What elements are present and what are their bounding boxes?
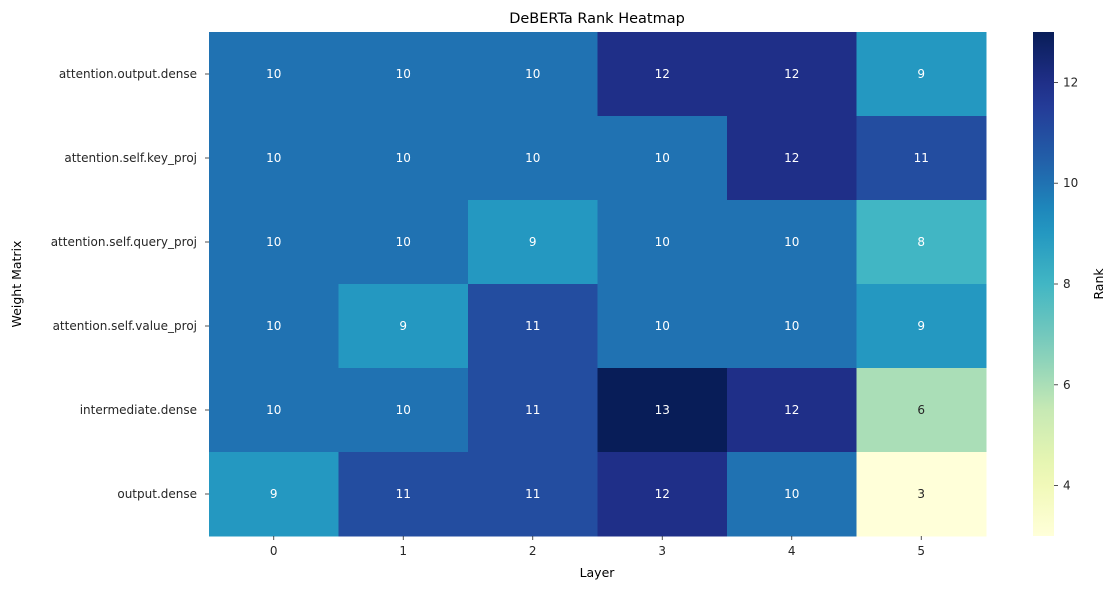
x-tick-label: 5 xyxy=(917,544,925,558)
heatmap-cell-value: 6 xyxy=(917,403,925,417)
colorbar-tick-label: 4 xyxy=(1063,479,1071,493)
heatmap-cell-value: 10 xyxy=(525,67,540,81)
heatmap-cell-value: 9 xyxy=(270,487,278,501)
heatmap-cell-value: 9 xyxy=(399,319,407,333)
heatmap-cell-value: 10 xyxy=(784,487,799,501)
colorbar xyxy=(1033,32,1054,536)
heatmap-cell-value: 10 xyxy=(396,403,411,417)
heatmap-cell-value: 12 xyxy=(784,403,799,417)
heatmap-cell-value: 9 xyxy=(529,235,537,249)
x-tick-label: 2 xyxy=(529,544,537,558)
y-tick-label: attention.self.query_proj xyxy=(51,235,197,249)
y-axis-label: Weight Matrix xyxy=(9,241,24,328)
x-tick-label: 0 xyxy=(270,544,278,558)
colorbar-label: Rank xyxy=(1091,268,1106,300)
x-tick-label: 4 xyxy=(788,544,796,558)
y-tick-label: attention.self.key_proj xyxy=(64,151,197,165)
colorbar-tick-label: 8 xyxy=(1063,277,1071,291)
chart-title: DeBERTa Rank Heatmap xyxy=(509,11,685,27)
heatmap-cell-value: 10 xyxy=(655,319,670,333)
y-tick-label: attention.self.value_proj xyxy=(53,319,197,333)
x-tick-label: 3 xyxy=(658,544,666,558)
x-axis-label: Layer xyxy=(580,565,616,580)
x-tick-label: 1 xyxy=(399,544,407,558)
heatmap-cell-value: 3 xyxy=(917,487,925,501)
colorbar-tick-label: 6 xyxy=(1063,378,1071,392)
y-axis-ticks: attention.output.dense attention.self.key… xyxy=(51,67,209,501)
heatmap-cells xyxy=(209,32,987,537)
colorbar-tick-label: 10 xyxy=(1063,176,1078,190)
heatmap-cell-value: 10 xyxy=(266,319,281,333)
heatmap-cell-value: 11 xyxy=(396,487,411,501)
y-tick-label: attention.output.dense xyxy=(59,67,197,81)
heatmap-cell-value: 13 xyxy=(655,403,670,417)
heatmap-cell-value: 11 xyxy=(525,487,540,501)
heatmap-cell-value: 12 xyxy=(655,67,670,81)
y-tick-label: intermediate.dense xyxy=(80,403,197,417)
heatmap-cell-value: 9 xyxy=(917,319,925,333)
x-axis-ticks: 0 1 2 3 4 5 xyxy=(270,536,925,558)
heatmap-cell-value: 10 xyxy=(784,319,799,333)
heatmap-cell-value: 10 xyxy=(396,151,411,165)
heatmap-cell-value: 10 xyxy=(396,67,411,81)
colorbar-tick-label: 12 xyxy=(1063,75,1078,89)
heatmap-cell-value: 10 xyxy=(266,67,281,81)
y-tick-label: output.dense xyxy=(117,487,197,501)
colorbar-ticks: 4 6 8 10 12 xyxy=(1054,75,1078,492)
heatmap-cell-value: 10 xyxy=(784,235,799,249)
heatmap-cell-value: 10 xyxy=(266,403,281,417)
heatmap-cell-value: 8 xyxy=(917,235,925,249)
heatmap-cell-value: 11 xyxy=(914,151,929,165)
heatmap-cell-value: 10 xyxy=(266,235,281,249)
heatmap-cell-value: 12 xyxy=(784,151,799,165)
heatmap-cell-value: 11 xyxy=(525,403,540,417)
heatmap-cell-value: 11 xyxy=(525,319,540,333)
heatmap-cell-value: 10 xyxy=(655,235,670,249)
heatmap-cell-value: 9 xyxy=(917,67,925,81)
heatmap-cell-value: 10 xyxy=(396,235,411,249)
heatmap-cell-value: 12 xyxy=(784,67,799,81)
heatmap-cell-value: 10 xyxy=(655,151,670,165)
heatmap-cell-value: 10 xyxy=(266,151,281,165)
heatmap-cell-value: 10 xyxy=(525,151,540,165)
heatmap-cell-value: 12 xyxy=(655,487,670,501)
